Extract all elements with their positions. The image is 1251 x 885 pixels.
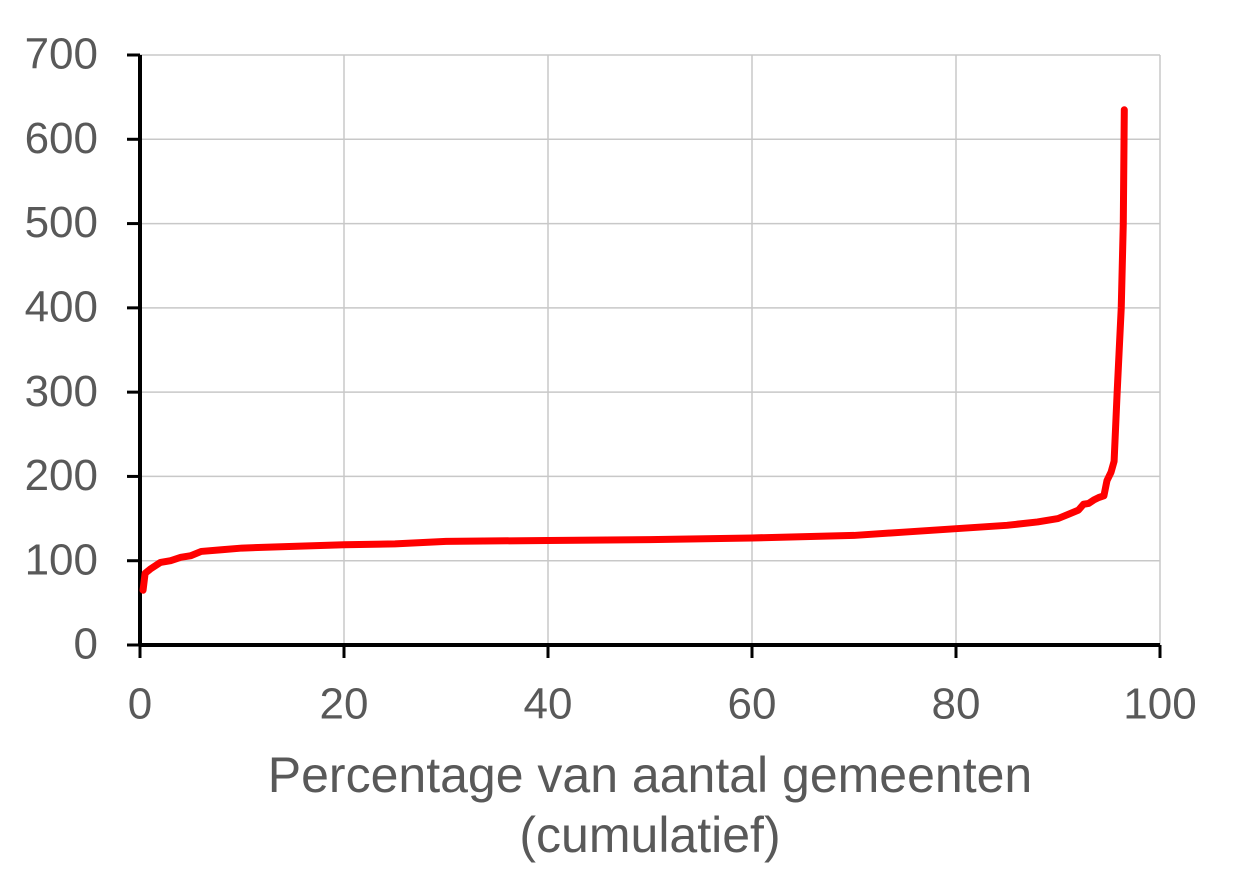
x-tick-label: 100 [1123, 680, 1196, 729]
y-tick-label: 400 [25, 282, 98, 331]
x-tick-label: 20 [320, 680, 369, 729]
y-tick-label: 200 [25, 451, 98, 500]
data-line [139, 106, 1128, 594]
x-tick-label: 40 [524, 680, 573, 729]
x-axis-label: Percentage van aantal gemeenten (cumulat… [267, 747, 1033, 863]
y-tick-label: 0 [74, 620, 98, 669]
y-tick-label: 300 [25, 367, 98, 416]
x-tick-label: 0 [128, 680, 152, 729]
x-tick-label: 80 [932, 680, 981, 729]
y-tick-label: 500 [25, 198, 98, 247]
y-tick-label: 600 [25, 114, 98, 163]
x-tick-label: 60 [728, 680, 777, 729]
y-tick-label: 100 [25, 535, 98, 584]
y-tick-label: 700 [25, 30, 98, 79]
